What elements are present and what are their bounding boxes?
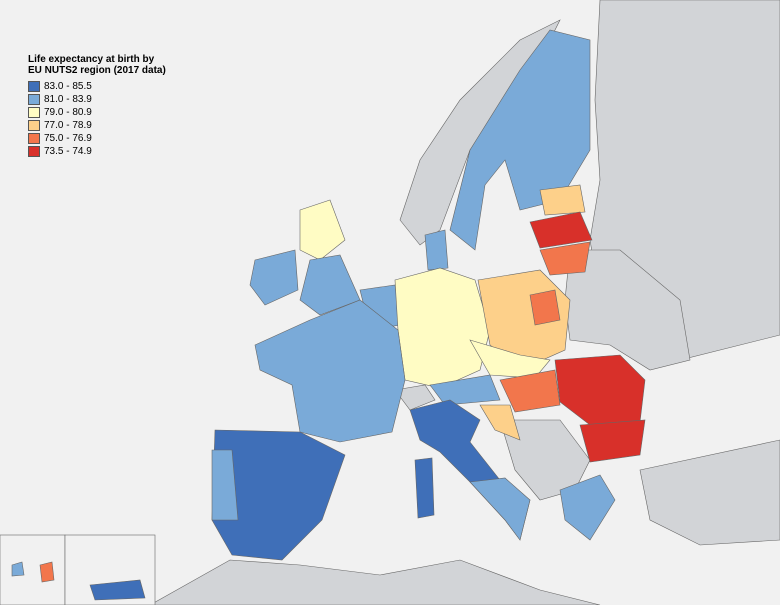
turkey — [639, 439, 780, 546]
croatia — [479, 404, 521, 441]
uk-south — [299, 254, 361, 316]
legend-item: 81.0 - 83.9 — [28, 93, 168, 106]
legend-item: 83.0 - 85.5 — [28, 80, 168, 93]
iberia — [211, 429, 346, 561]
denmark — [424, 229, 449, 271]
romania — [554, 354, 646, 426]
legend-swatch — [28, 81, 40, 92]
ireland — [249, 249, 299, 306]
africa — [149, 559, 601, 605]
lithuania — [539, 241, 591, 276]
legend-label: 81.0 - 83.9 — [44, 94, 92, 105]
inset-island — [89, 579, 146, 601]
legend-label: 73.5 - 74.9 — [44, 146, 92, 157]
bulgaria — [579, 419, 646, 463]
legend-swatch — [28, 120, 40, 131]
legend-item: 79.0 - 80.9 — [28, 106, 168, 119]
legend-swatch — [28, 133, 40, 144]
poland-lodz — [529, 289, 561, 326]
legend-item: 77.0 - 78.9 — [28, 119, 168, 132]
legend-item: 73.5 - 74.9 — [28, 145, 168, 158]
legend-title: Life expectancy at birth by EU NUTS2 reg… — [28, 54, 166, 76]
legend-label: 77.0 - 78.9 — [44, 120, 92, 131]
inset-box — [0, 534, 66, 605]
portugal — [211, 449, 239, 521]
legend-swatch — [28, 94, 40, 105]
inset-island — [11, 561, 25, 577]
uk-north — [299, 199, 346, 261]
legend-swatch — [28, 146, 40, 157]
legend-item: 75.0 - 76.9 — [28, 132, 168, 145]
inset-island — [39, 561, 55, 583]
legend-label: 79.0 - 80.9 — [44, 107, 92, 118]
corsica-sardinia — [414, 457, 435, 519]
hungary — [499, 369, 561, 413]
italy-south — [469, 477, 531, 541]
legend-label: 75.0 - 76.9 — [44, 133, 92, 144]
germany — [394, 267, 491, 389]
czechia-slovakia — [469, 339, 551, 379]
switzerland — [394, 384, 436, 411]
legend-swatch — [28, 107, 40, 118]
greece — [559, 474, 616, 541]
austria — [429, 374, 501, 406]
estonia — [539, 184, 586, 216]
legend: Life expectancy at birth by EU NUTS2 reg… — [28, 54, 168, 158]
france — [254, 299, 406, 443]
legend-label: 83.0 - 85.5 — [44, 81, 92, 92]
latvia — [529, 211, 593, 249]
legend-items: 83.0 - 85.5 81.0 - 83.9 79.0 - 80.9 77.0 - … — [28, 80, 168, 158]
